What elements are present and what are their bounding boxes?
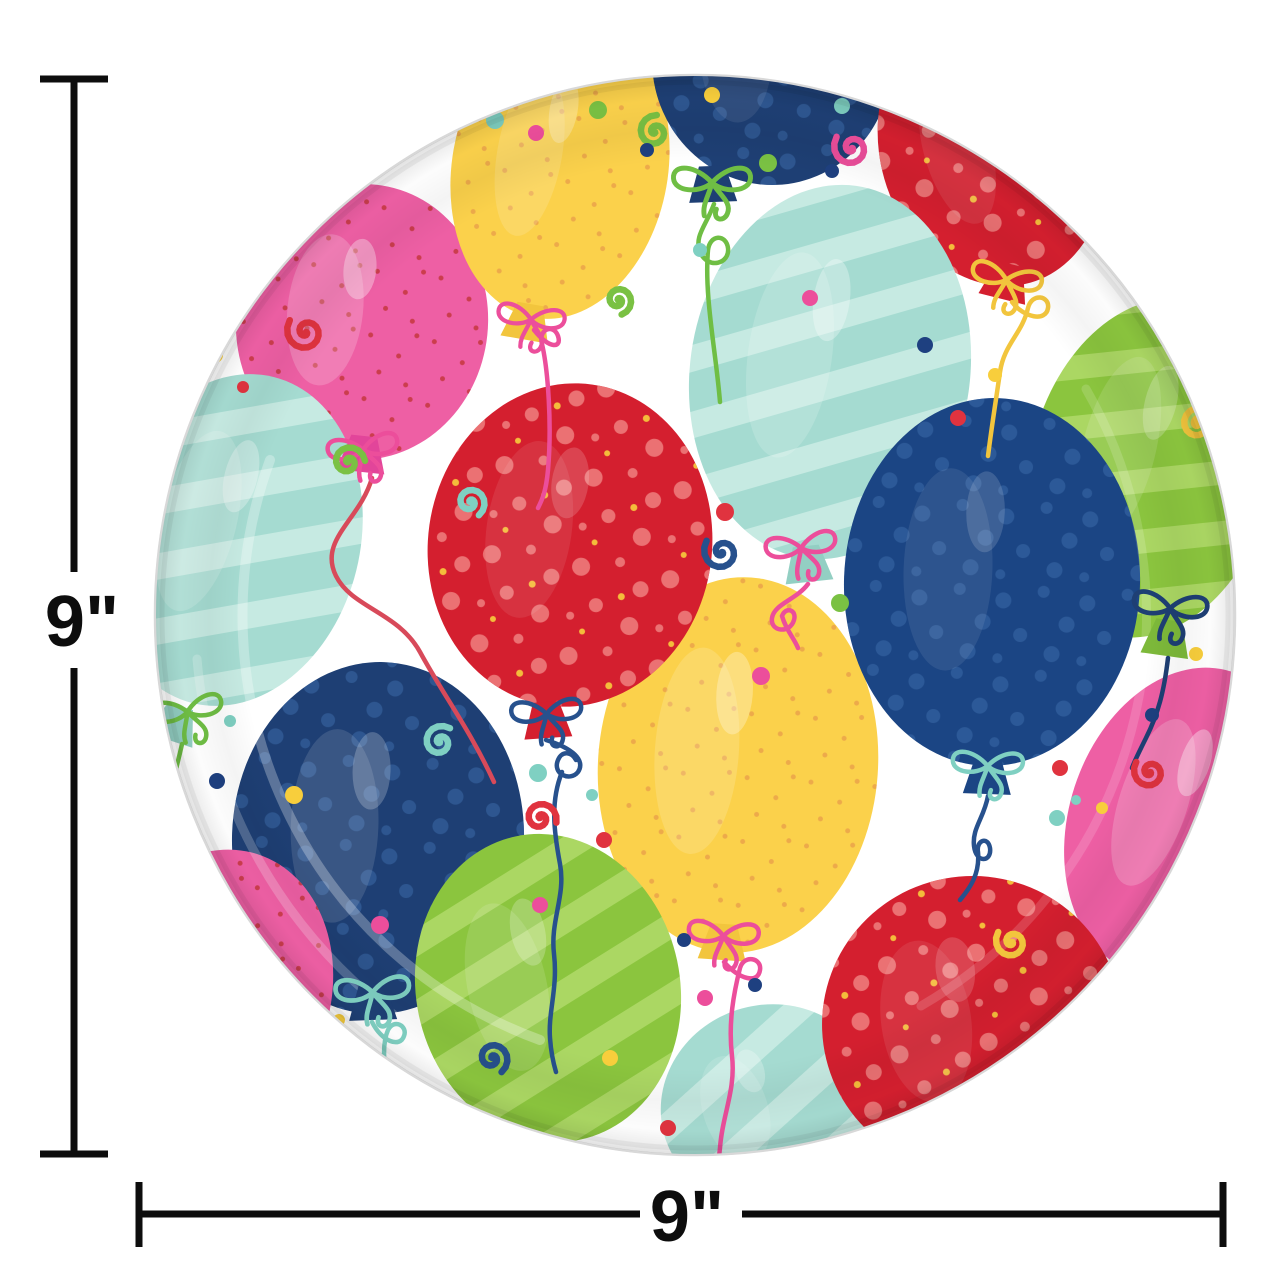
plate-rim-shading xyxy=(155,75,1235,1155)
horizontal-dimension-line xyxy=(135,1182,1227,1247)
plate-edge xyxy=(154,74,1236,1156)
dot-confetti xyxy=(1130,271,1144,285)
width-dimension-label: 9" xyxy=(650,1177,724,1257)
dot-confetti xyxy=(1081,189,1095,203)
plate-artwork xyxy=(153,73,1237,1157)
swirl-confetti xyxy=(156,1087,189,1116)
plate-print xyxy=(155,75,1235,1155)
plate-inner-edge xyxy=(159,79,1231,1151)
dot-confetti xyxy=(340,1034,356,1050)
height-dimension-label: 9" xyxy=(45,582,119,662)
dimension-annotations: 9" 9" xyxy=(40,75,1227,1257)
vertical-dimension-line xyxy=(40,75,108,1158)
